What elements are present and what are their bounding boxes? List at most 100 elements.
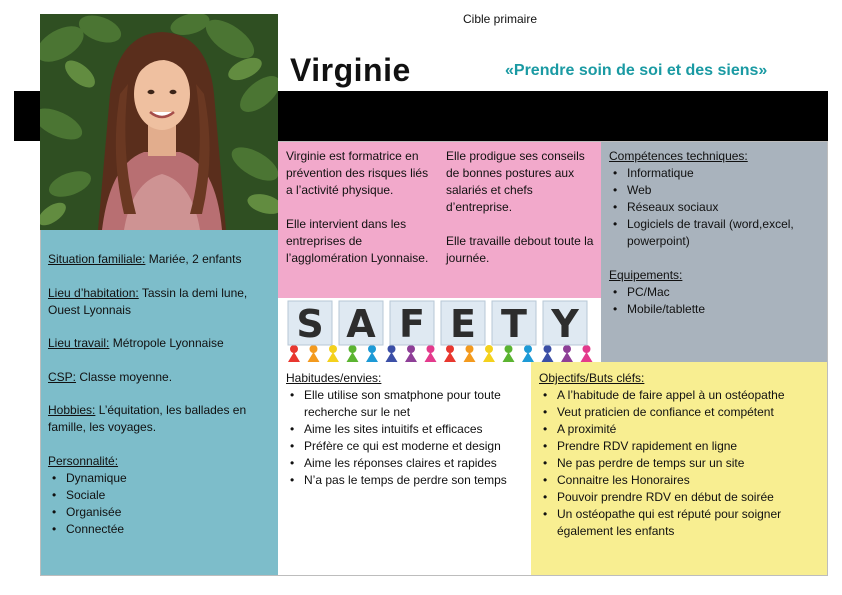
list-item: N’a pas le temps de perdre son temps [286,472,526,489]
description-col-1: Virginie est formatrice en prévention de… [286,148,438,267]
list-item: Connaitre les Honoraires [539,472,823,489]
safety-letter-tile [287,300,333,346]
list-item: Elle utilise son smatphone pour toute re… [286,387,526,421]
goals-list: A l’habitude de faire appel à un ostéopa… [539,387,823,540]
habits-label: Habitudes/envies: [286,371,382,385]
safety-figure-body [385,352,398,362]
family-situation-value: Mariée, 2 enfants [145,252,242,266]
personality-label: Personnalité: [48,454,119,468]
safety-figure-head [290,345,298,353]
safety-letter-tile [491,300,537,346]
list-item: Connectée [48,521,270,538]
safety-figure-body [502,352,515,362]
description-paragraph: Virginie est formatrice en prévention de… [286,149,429,197]
safety-figure-head [465,345,474,353]
safety-letter: S [296,302,323,346]
safety-figure-head [563,345,571,353]
safety-figure-body [561,352,573,362]
equipment-list: PC/Mac Mobile/tablette [609,284,821,318]
safety-figure-head [329,345,337,353]
safety-figure-body [463,352,476,362]
safety-letter-tile [338,300,384,346]
description-col-2: Elle prodigue ses conseils de bonnes pos… [446,148,598,267]
safety-figure-body [541,352,554,362]
list-item: Organisée [48,504,270,521]
safety-figure-head [407,345,415,353]
work-location: Lieu travail: Métropole Lyonnaise [48,335,270,352]
hobbies: Hobbies: L’équitation, les ballades en f… [48,402,266,436]
list-item: Aime les réponses claires et rapides [286,455,526,472]
safety-figure-body [366,352,378,362]
safety-letter-tile [542,300,588,346]
list-item: Ne pas perdre de temps sur un site [539,455,823,472]
list-item: Web [609,182,821,199]
safety-figure-body [405,352,417,362]
habits: Habitudes/envies: Elle utilise son smatp… [286,370,526,489]
work-location-label: Lieu travail: [48,336,110,350]
safety-figure-body [580,352,593,362]
list-item: Logiciels de travail (word,excel, powerp… [609,216,821,250]
safety-letter-tile [389,300,435,346]
persona-name: Virginie [290,52,411,88]
hobbies-label: Hobbies: [48,403,96,417]
list-item: Préfère ce qui est moderne et design [286,438,526,455]
safety-letter: T [501,302,527,346]
safety-letter: E [450,302,476,346]
list-item: Informatique [609,165,821,182]
persona-slogan: «Prendre soin de soi et des siens» [505,62,768,79]
safety-figure-head [309,345,318,353]
safety-figure-head [543,345,552,353]
safety-figure-body [522,352,534,362]
persona-target-label: Cible primaire [462,12,538,26]
family-situation: Situation familiale: Mariée, 2 enfants [48,251,270,268]
socio-category-label: CSP: [48,370,77,384]
safety-figure-head [504,345,513,353]
technical-skills-list: Informatique Web Réseaux sociaux Logicie… [609,165,821,250]
home-location-value: Tassin la demi lune, Ouest Lyonnais [48,286,248,317]
safety-figure-body [483,352,495,362]
list-item: Prendre RDV rapidement en ligne [539,438,823,455]
technical-skills: Compétences techniques: Informatique Web… [609,148,821,318]
safety-figure-head [368,345,376,353]
list-item: Veut praticien de confiance et compétent [539,404,823,421]
safety-letter-tile [440,300,486,346]
list-item: Pouvoir prendre RDV en début de soirée [539,489,823,506]
personality: Personnalité: Dynamique Sociale Organisé… [48,453,270,538]
personality-list: Dynamique Sociale Organisée Connectée [48,470,270,538]
goals-label: Objectifs/Buts cléfs: [539,371,645,385]
safety-figure-head [582,345,591,353]
safety-figure-body [307,352,320,362]
habits-list: Elle utilise son smatphone pour toute re… [286,387,526,489]
work-location-value: Métropole Lyonnaise [109,336,224,350]
home-location: Lieu d’habitation: Tassin la demi lune, … [48,285,270,319]
description-panel [278,141,601,298]
description-paragraph: Elle intervient dans les entreprises de … [286,217,429,265]
description-paragraph: Elle prodigue ses conseils de bonnes pos… [446,149,585,214]
safety-figure-head [387,345,396,353]
list-item: A l’habitude de faire appel à un ostéopa… [539,387,823,404]
safety-figure-head [446,345,454,353]
safety-figure-body [327,352,339,362]
list-item: Aime les sites intuitifs et efficaces [286,421,526,438]
safety-letter: Y [550,302,579,346]
list-item: Mobile/tablette [609,301,821,318]
safety-letter: A [346,302,376,346]
hobbies-value: L’équitation, les ballades en famille, l… [48,403,247,434]
home-location-label: Lieu d’habitation: [48,286,139,300]
list-item: Sociale [48,487,270,504]
list-item: A proximité [539,421,823,438]
socio-category-value: Classe moyenne. [76,370,173,384]
description-paragraph: Elle travaille debout toute la journée. [446,234,594,265]
safety-figure-body [424,352,437,362]
safety-figure-body [288,352,300,362]
safety-figure-head [348,345,357,353]
list-item: Un ostéopathe qui est réputé pour soigne… [539,506,823,540]
socio-category: CSP: Classe moyenne. [48,369,270,386]
safety-figure-head [426,345,435,353]
persona-photo [40,14,278,230]
persona-photo-illustration [40,14,278,230]
list-item: PC/Mac [609,284,821,301]
equipment-label: Equipements: [609,268,683,282]
safety-figure-body [346,352,359,362]
